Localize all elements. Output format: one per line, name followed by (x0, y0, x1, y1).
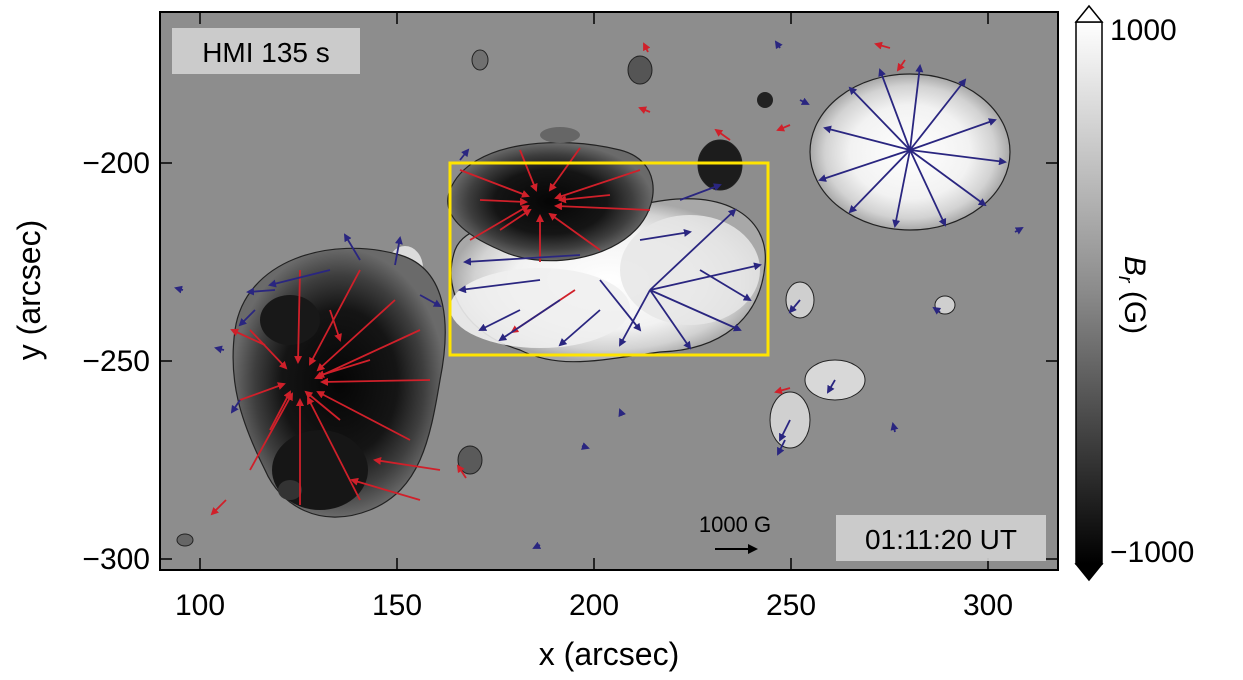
x-tick-label: 300 (963, 589, 1013, 622)
x-tick-label: 250 (766, 589, 816, 622)
x-tick-labels: 100 150 200 250 300 (175, 589, 1013, 622)
y-tick-label: −250 (82, 345, 150, 378)
region-of-interest-box (448, 161, 770, 357)
colorbar-max-label: 1000 (1110, 14, 1177, 47)
x-tick-label: 150 (372, 589, 422, 622)
positive-polarity-vectors (174, 40, 1024, 549)
svg-text:Br (G): Br (G) (1114, 256, 1151, 334)
x-tick-label: 200 (569, 589, 619, 622)
x-tick-label: 100 (175, 589, 225, 622)
colorbar: 1000 −1000 Br (G) (1074, 4, 1194, 582)
y-tick-label: −200 (82, 147, 150, 180)
y-tick-label: −300 (82, 543, 150, 576)
y-axis-title: y (arcsec) (11, 220, 47, 360)
x-axis-title: x (arcsec) (539, 636, 679, 672)
instrument-label: HMI 135 s (172, 28, 360, 74)
instrument-label-text: HMI 135 s (202, 37, 330, 68)
colorbar-top-triangle-icon (1074, 4, 1104, 23)
y-tick-labels: −200 −250 −300 (82, 147, 150, 576)
negative-polarity-vectors (210, 41, 906, 516)
timestamp-text: 01:11:20 UT (865, 524, 1017, 555)
scale-arrow: 1000 G (699, 512, 771, 554)
timestamp-label: 01:11:20 UT (836, 515, 1046, 561)
plot-frame (159, 11, 1059, 571)
colorbar-bottom-triangle-icon (1074, 563, 1104, 582)
colorbar-min-label: −1000 (1110, 536, 1194, 569)
magnetogram-image (160, 12, 1058, 570)
scale-arrow-label: 1000 G (699, 512, 771, 537)
colorbar-title: Br (G) (1114, 256, 1151, 334)
field-vectors (174, 40, 1024, 549)
